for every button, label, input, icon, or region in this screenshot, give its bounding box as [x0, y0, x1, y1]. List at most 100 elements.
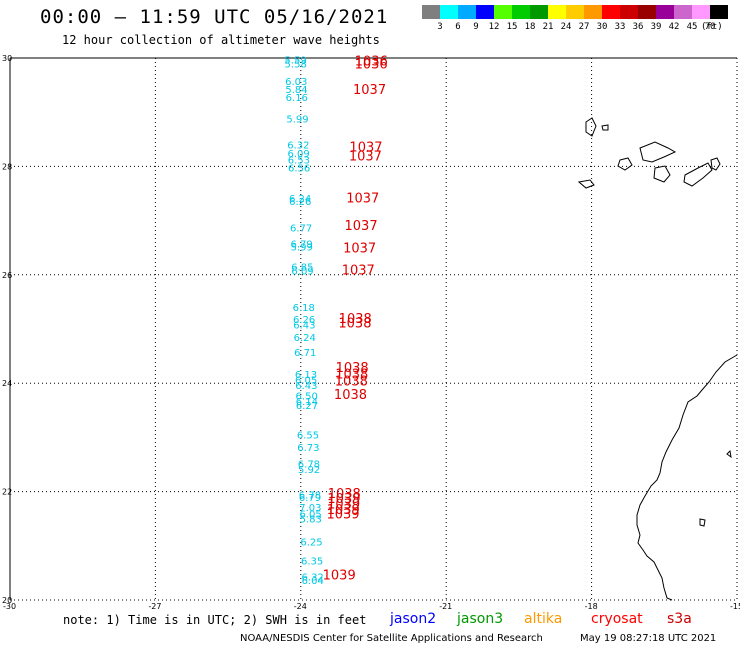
legend-swatch — [476, 5, 494, 19]
pressure-label: 1038 — [336, 361, 369, 376]
latitude-tick-label: 26 — [2, 271, 12, 280]
wave-height-label: 6.27 — [296, 401, 318, 412]
wave-height-label: 5.58 — [285, 59, 307, 70]
lat-lon-grid — [9, 57, 738, 601]
legend-tick-label: 45 — [686, 22, 698, 32]
wave-height-label: 6.13 — [295, 370, 317, 381]
latitude-tick-label: 20 — [2, 596, 12, 605]
legend-unit-label: (ft) — [701, 22, 723, 32]
legend-swatch — [710, 5, 728, 19]
island-small-east — [726, 449, 732, 459]
wave-height-label: 6.78 — [298, 459, 320, 470]
island-tenerife — [639, 141, 677, 163]
longitude-tick-label: -24 — [294, 602, 307, 611]
pressure-label: 1037 — [349, 150, 382, 165]
wave-height-label: 6.32 — [302, 573, 324, 584]
wave-height-label: 6.18 — [293, 303, 315, 314]
wave-height-label: 6.43 — [293, 321, 315, 332]
latitude-tick-label: 24 — [2, 379, 12, 388]
satellite-legend-s3a: s3a — [667, 611, 692, 627]
pressure-label: 1037 — [346, 191, 379, 206]
legend-swatch — [566, 5, 584, 19]
island-hierro — [577, 179, 595, 189]
wave-height-label: 6.71 — [294, 348, 316, 359]
legend-tick-label: 9 — [473, 22, 479, 32]
wave-height-label: 6.25 — [300, 537, 322, 548]
longitude-tick-label: -18 — [585, 602, 598, 611]
satellite-legend-jason2: jason2 — [390, 611, 437, 627]
legend-swatch — [602, 5, 620, 19]
legend-swatch — [638, 5, 656, 19]
wave-height-label: 5.99 — [291, 243, 313, 254]
legend-swatch — [620, 5, 638, 19]
wave-height-label: 5.92 — [298, 465, 320, 476]
axis-labels: 30 28 26 24 22 20-30 -27 -24 -21 -18 -15 — [2, 54, 740, 611]
longitude-tick-label: -21 — [439, 602, 452, 611]
wave-height-label: 6.35 — [301, 556, 323, 567]
footer-note: note: 1) Time is in UTC; 2) SWH is in fe… — [63, 613, 367, 627]
wave-height-label: 6.14 — [296, 397, 318, 408]
pressure-labels: 1036103610371037103710371037103710371038… — [323, 55, 388, 584]
pressure-label: 1037 — [343, 242, 376, 257]
legend-tick-label: 15 — [506, 22, 518, 32]
longitude-tick-label: -15 — [730, 602, 740, 611]
legend-tick-label: 42 — [668, 22, 680, 32]
legend-tick-label: 6 — [455, 22, 461, 32]
satellite-legend-altika: altika — [524, 611, 563, 627]
pressure-label: 1039 — [327, 492, 360, 507]
wave-height-label: 6.79 — [299, 493, 321, 504]
island-la-palma — [585, 117, 597, 137]
legend-tick-label: 27 — [578, 22, 590, 32]
wave-height-label: 6.09 — [288, 149, 310, 160]
pressure-label: 1038 — [335, 374, 368, 389]
island-gomera — [617, 157, 633, 171]
legend-tick-label: 18 — [524, 22, 536, 32]
wave-height-label: 6.04 — [302, 576, 324, 587]
chart-subtitle: 12 hour collection of altimeter wave hei… — [62, 33, 380, 47]
pressure-label: 1037 — [345, 219, 378, 234]
legend-swatch — [656, 5, 674, 19]
legend-tick-label: 33 — [614, 22, 626, 32]
wave-height-labels: 5.595.586.035.846.165.996.326.096.536.56… — [284, 56, 323, 587]
legend-tick-label: 24 — [560, 22, 572, 32]
wave-height-label: 5.83 — [300, 515, 322, 526]
pressure-label: 1036 — [355, 55, 388, 70]
pressure-label: 1038 — [338, 316, 371, 331]
wave-height-label: 6.53 — [288, 155, 310, 166]
legend-tick-label: 3 — [437, 22, 443, 32]
satellite-legend-jason3: jason3 — [457, 611, 504, 627]
legend-swatch — [548, 5, 566, 19]
wave-height-label: 6.26 — [289, 197, 311, 208]
wave-height-label: 6.78 — [299, 490, 321, 501]
pressure-label: 1038 — [335, 367, 368, 382]
legend-swatch — [530, 5, 548, 19]
longitude-tick-label: -30 — [3, 602, 16, 611]
legend-tick-label: 21 — [542, 22, 554, 32]
pressure-label: 1038 — [328, 487, 361, 502]
legend-tick-label: 39 — [650, 22, 662, 32]
legend-swatch — [458, 5, 476, 19]
wave-height-label: 6.79 — [291, 239, 313, 250]
generated-timestamp: May 19 08:27:18 UTC 2021 — [580, 633, 717, 644]
legend-tick-label: 36 — [632, 22, 644, 32]
wave-height-label: 5.59 — [284, 56, 306, 67]
pressure-label: 1038 — [339, 312, 372, 327]
wave-height-label: 6.73 — [297, 443, 319, 454]
wave-height-label: 6.85 — [291, 263, 313, 274]
legend-swatch — [512, 5, 530, 19]
satellite-legend-cryosat: cryosat — [591, 611, 643, 627]
legend-tick-label: 70 — [704, 22, 716, 32]
wave-height-label: 6.43 — [295, 381, 317, 392]
legend-swatch — [584, 5, 602, 19]
wave-height-label: 6.56 — [288, 163, 310, 174]
wave-height-label: 5.84 — [285, 85, 307, 96]
wave-height-label: 6.24 — [294, 333, 316, 344]
latitude-tick-label: 22 — [2, 488, 12, 497]
coastline — [577, 117, 738, 601]
pressure-label: 1037 — [349, 140, 382, 155]
chart-title: 00:00 – 11:59 UTC 05/16/2021 — [40, 6, 389, 28]
legend-swatch — [494, 5, 512, 19]
wave-height-label: 6.77 — [290, 224, 312, 235]
wave-height-label: 6.50 — [296, 392, 318, 403]
credit-line: NOAA/NESDIS Center for Satellite Applica… — [240, 633, 543, 644]
